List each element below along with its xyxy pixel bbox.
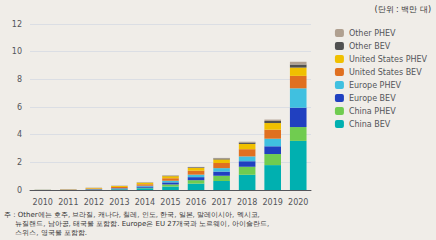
svg-text:2020: 2020 [288, 198, 308, 207]
svg-text:(단위 : 백만 대): (단위 : 백만 대) [374, 5, 431, 14]
svg-text:2019: 2019 [263, 198, 283, 207]
svg-text:China PHEV: China PHEV [349, 107, 396, 116]
svg-text:스위스, 영국을 포함함.: 스위스, 영국을 포함함. [4, 229, 87, 237]
svg-text:2016: 2016 [186, 198, 206, 207]
svg-text:China BEV: China BEV [349, 120, 391, 129]
svg-text:4: 4 [17, 130, 22, 139]
svg-text:Other PHEV: Other PHEV [349, 29, 396, 38]
svg-text:Europe PHEV: Europe PHEV [349, 81, 402, 90]
svg-text:뉴질랜드, 남아공, 태국을 포함함. Europe은 EU: 뉴질랜드, 남아공, 태국을 포함함. Europe은 EU 27개국과 노르웨… [4, 220, 269, 228]
svg-text:2010: 2010 [33, 198, 53, 207]
svg-text:2015: 2015 [160, 198, 180, 207]
svg-text:0: 0 [17, 186, 22, 195]
svg-text:2011: 2011 [58, 198, 78, 207]
svg-text:2014: 2014 [135, 198, 155, 207]
svg-text:2017: 2017 [211, 198, 231, 207]
svg-text:2018: 2018 [237, 198, 257, 207]
svg-text:United States BEV: United States BEV [349, 68, 422, 77]
svg-text:2013: 2013 [109, 198, 129, 207]
svg-text:6: 6 [17, 103, 22, 112]
svg-text:2012: 2012 [84, 198, 104, 207]
svg-text:10: 10 [12, 47, 22, 56]
svg-text:12: 12 [12, 20, 22, 29]
svg-text:Other BEV: Other BEV [349, 42, 391, 51]
svg-text:8: 8 [17, 75, 22, 84]
svg-text:2: 2 [17, 158, 22, 167]
svg-text:주 : Other에는 호주, 브라질, 캐나다, 칠레,: 주 : Other에는 호주, 브라질, 캐나다, 칠레, 인도, 한국, 일본… [4, 211, 260, 219]
svg-text:United States PHEV: United States PHEV [349, 55, 428, 64]
svg-text:Europe BEV: Europe BEV [349, 94, 396, 103]
